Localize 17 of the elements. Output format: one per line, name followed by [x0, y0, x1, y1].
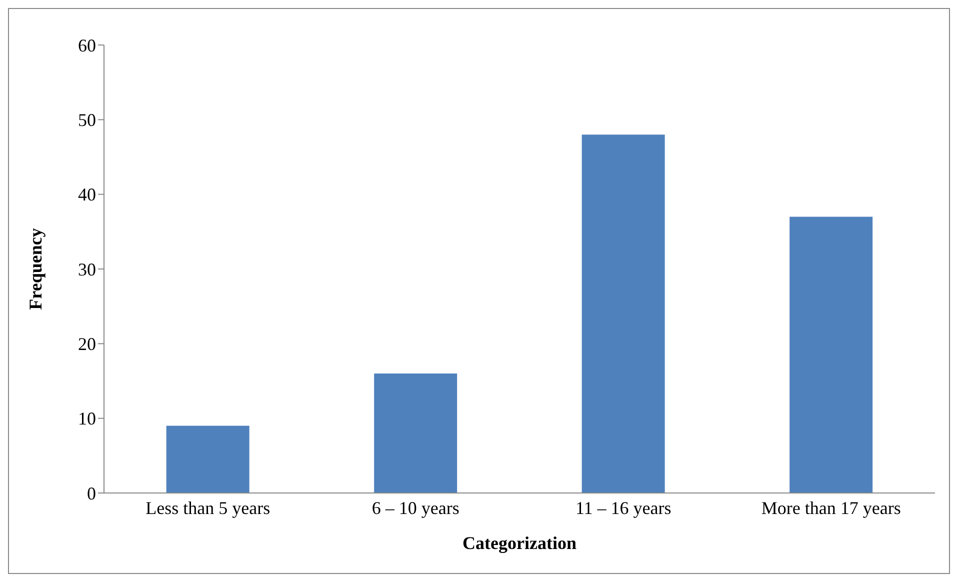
y-tick-label: 60 — [78, 35, 96, 56]
y-tick-label: 0 — [87, 483, 96, 504]
bar — [582, 134, 665, 493]
bar — [374, 374, 458, 493]
x-tick-label: 11 – 16 years — [575, 498, 672, 518]
x-tick-label: 6 – 10 years — [372, 498, 460, 518]
bar — [166, 426, 250, 493]
y-axis-title: Frequency — [25, 228, 46, 310]
y-tick-label: 10 — [78, 408, 96, 429]
x-tick-label: Less than 5 years — [146, 498, 270, 518]
y-tick-label: 50 — [78, 110, 96, 130]
y-tick-label: 40 — [78, 184, 96, 205]
x-tick-label: More than 17 years — [761, 498, 901, 518]
y-tick-label: 30 — [78, 259, 96, 280]
bar — [790, 216, 873, 493]
y-tick-label: 20 — [78, 334, 96, 354]
x-axis-title: Categorization — [462, 533, 576, 553]
